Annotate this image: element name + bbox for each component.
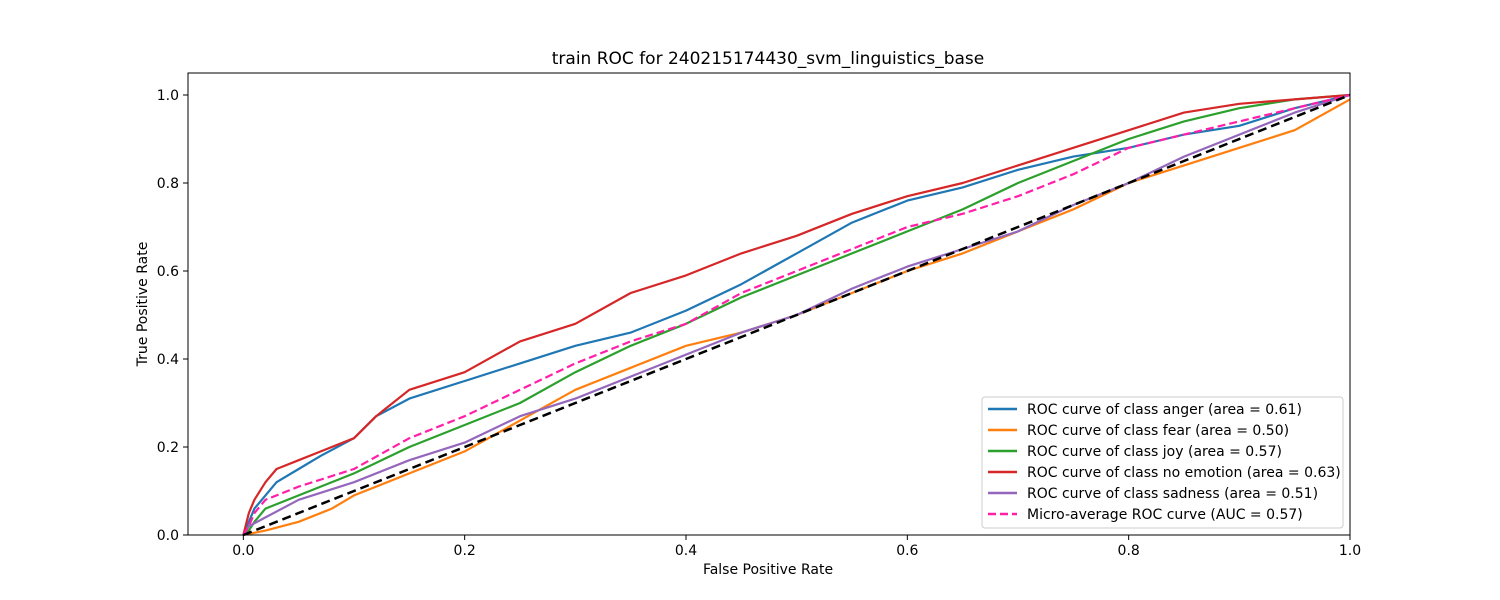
y-tick-label: 0.6 (157, 264, 179, 280)
y-tick-label: 0.0 (157, 528, 179, 544)
plot-frame (187, 72, 1351, 536)
x-tick-label: 0.0 (232, 543, 254, 559)
series-line-4 (242, 93, 1351, 536)
x-tick-label: 1.0 (1339, 543, 1361, 559)
x-tick-label: 0.4 (675, 543, 697, 559)
x-tick-label: 0.6 (896, 543, 918, 559)
series-line-0 (242, 93, 1351, 536)
legend-box (981, 396, 1344, 529)
y-tick-label: 1.0 (157, 88, 179, 104)
legend: ROC curve of class anger (area = 0.61) RO… (981, 396, 1344, 529)
curves-layer (242, 93, 1351, 537)
y-tick-label: 0.8 (157, 176, 179, 192)
x-axis-label: False Positive Rate (703, 562, 833, 578)
x-tick-label: 0.8 (1118, 543, 1140, 559)
legend-entry-label: ROC curve of class fear (area = 0.50) (1027, 423, 1289, 439)
y-axis-ticks: 0.0 0.2 0.4 0.6 0.8 1.0 (157, 88, 188, 544)
chart-title: train ROC for 240215174430_svm_linguisti… (552, 49, 984, 69)
series-line-5 (242, 93, 1351, 536)
series-line-2 (242, 93, 1351, 536)
legend-entry-label: ROC curve of class anger (area = 0.61) (1027, 402, 1302, 418)
series-line-3 (242, 93, 1351, 536)
legend-entry-label: ROC curve of class sadness (area = 0.51) (1027, 486, 1318, 502)
legend-entry-label: ROC curve of class joy (area = 0.57) (1027, 444, 1282, 460)
y-tick-label: 0.2 (157, 440, 179, 456)
legend-entry-label: Micro-average ROC curve (AUC = 0.57) (1027, 507, 1303, 523)
x-tick-label: 0.2 (454, 543, 476, 559)
legend-entry-label: ROC curve of class no emotion (area = 0.… (1027, 465, 1341, 481)
chance-diagonal-line (242, 93, 1351, 537)
y-tick-label: 0.4 (157, 352, 179, 368)
x-axis-ticks: 0.0 0.2 0.4 0.6 0.8 1.0 (232, 535, 1361, 559)
y-axis-label: True Positive Rate (135, 242, 151, 368)
